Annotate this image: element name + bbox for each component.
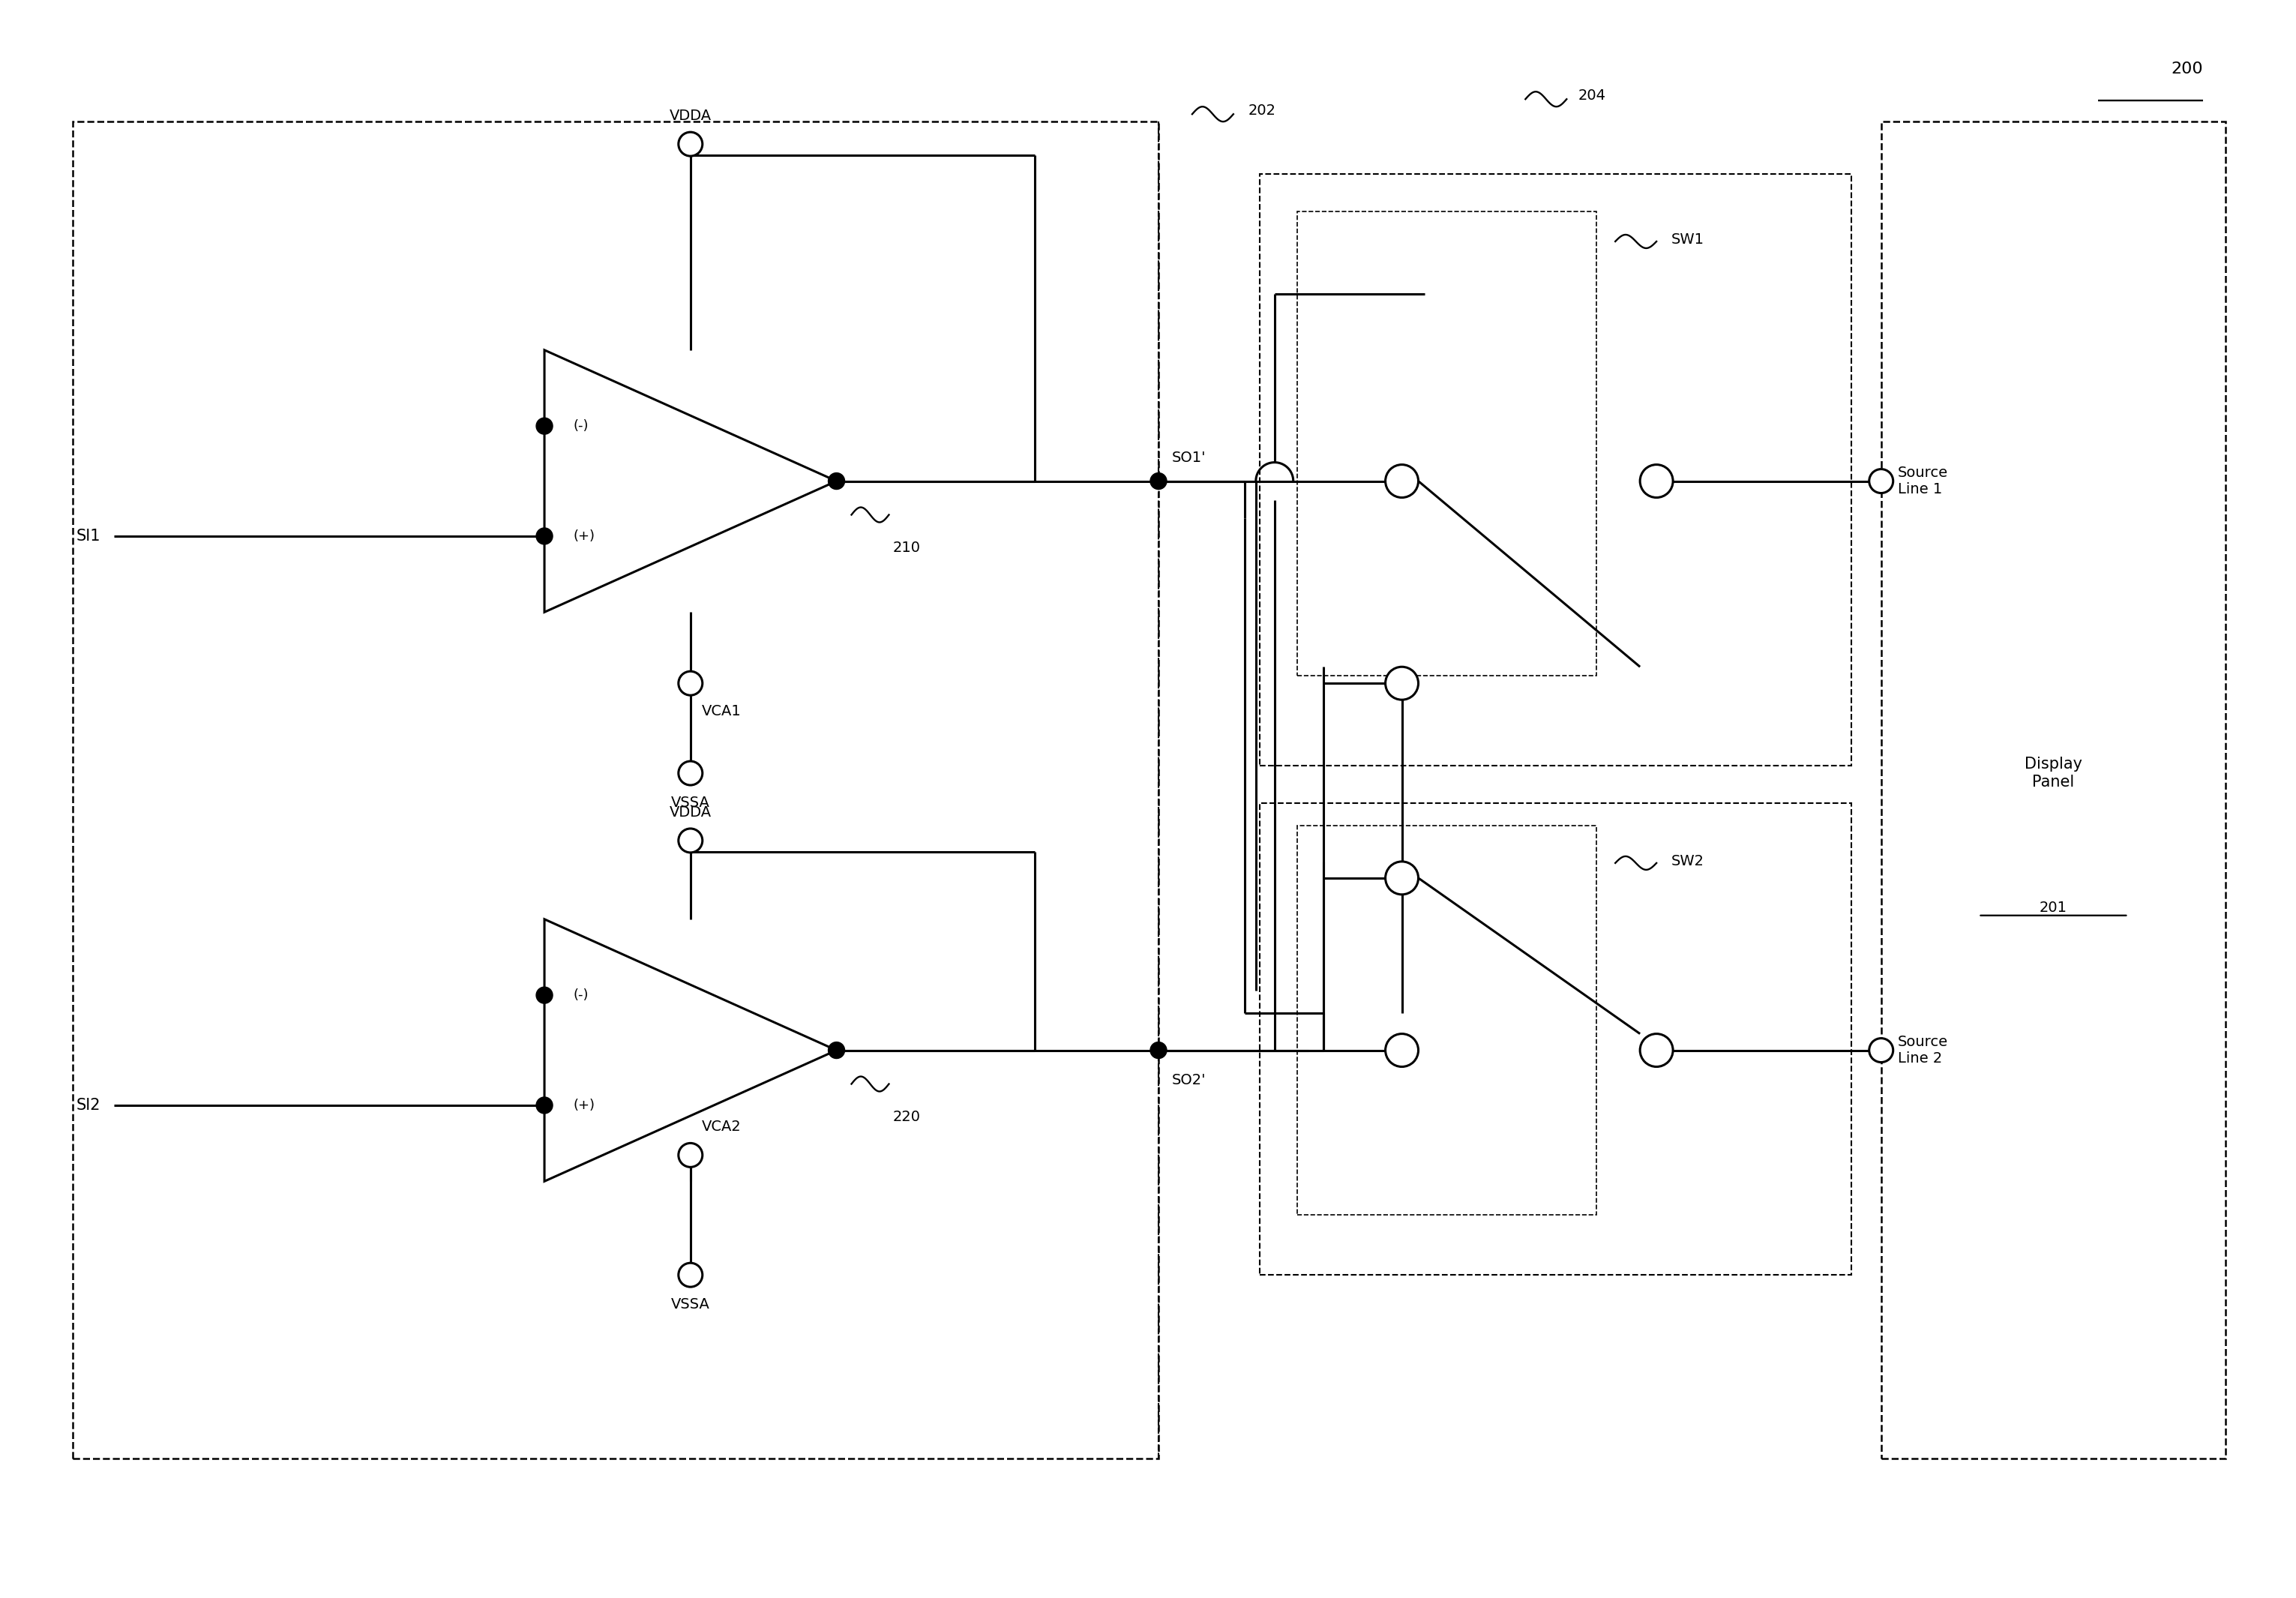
Bar (73, 121, 1159, 1459)
Bar (1261, 804, 1851, 1275)
Text: 200: 200 (2172, 62, 2204, 77)
Bar (1297, 826, 1596, 1214)
Text: VDDA: VDDA (670, 805, 712, 820)
Circle shape (677, 761, 703, 785)
Text: VCA1: VCA1 (703, 705, 742, 719)
Circle shape (1869, 470, 1894, 494)
Text: Source
Line 1: Source Line 1 (1896, 465, 1947, 497)
Text: 201: 201 (2039, 901, 2066, 914)
Text: 220: 220 (893, 1111, 921, 1125)
Circle shape (537, 988, 553, 1004)
Text: Source
Line 2: Source Line 2 (1896, 1036, 1947, 1066)
Text: VDDA: VDDA (670, 109, 712, 123)
Circle shape (1384, 465, 1419, 497)
Circle shape (537, 1098, 553, 1114)
Bar (1261, 174, 1851, 765)
Bar (1297, 211, 1596, 676)
Circle shape (1384, 861, 1419, 895)
Text: SI1: SI1 (76, 529, 101, 543)
Text: VCA2: VCA2 (703, 1120, 742, 1135)
Text: SO2': SO2' (1171, 1072, 1205, 1087)
Circle shape (1150, 473, 1166, 489)
Circle shape (677, 671, 703, 695)
Text: 202: 202 (1249, 104, 1277, 118)
Circle shape (677, 133, 703, 157)
Circle shape (1384, 1034, 1419, 1067)
Text: SO1': SO1' (1171, 451, 1205, 465)
Circle shape (677, 1143, 703, 1167)
Circle shape (1639, 465, 1674, 497)
Text: 204: 204 (1577, 88, 1605, 102)
Circle shape (1384, 666, 1419, 700)
Text: 210: 210 (893, 542, 921, 555)
Circle shape (677, 1262, 703, 1286)
Text: (-): (-) (574, 989, 588, 1002)
Text: VSSA: VSSA (670, 1298, 709, 1312)
Text: (-): (-) (574, 419, 588, 433)
Text: (+): (+) (574, 1098, 595, 1112)
Circle shape (537, 417, 553, 435)
Circle shape (1869, 1039, 1894, 1063)
Text: SW2: SW2 (1671, 855, 1704, 869)
Circle shape (829, 473, 845, 489)
Circle shape (677, 829, 703, 853)
Text: SW1: SW1 (1671, 233, 1704, 248)
Circle shape (1639, 1034, 1674, 1067)
Text: VSSA: VSSA (670, 796, 709, 810)
Circle shape (829, 1042, 845, 1058)
Text: SI2: SI2 (76, 1098, 101, 1112)
Circle shape (537, 527, 553, 545)
Bar (1880, 121, 2225, 1459)
Text: Display
Panel: Display Panel (2025, 757, 2082, 789)
Circle shape (1150, 1042, 1166, 1058)
Text: (+): (+) (574, 529, 595, 543)
